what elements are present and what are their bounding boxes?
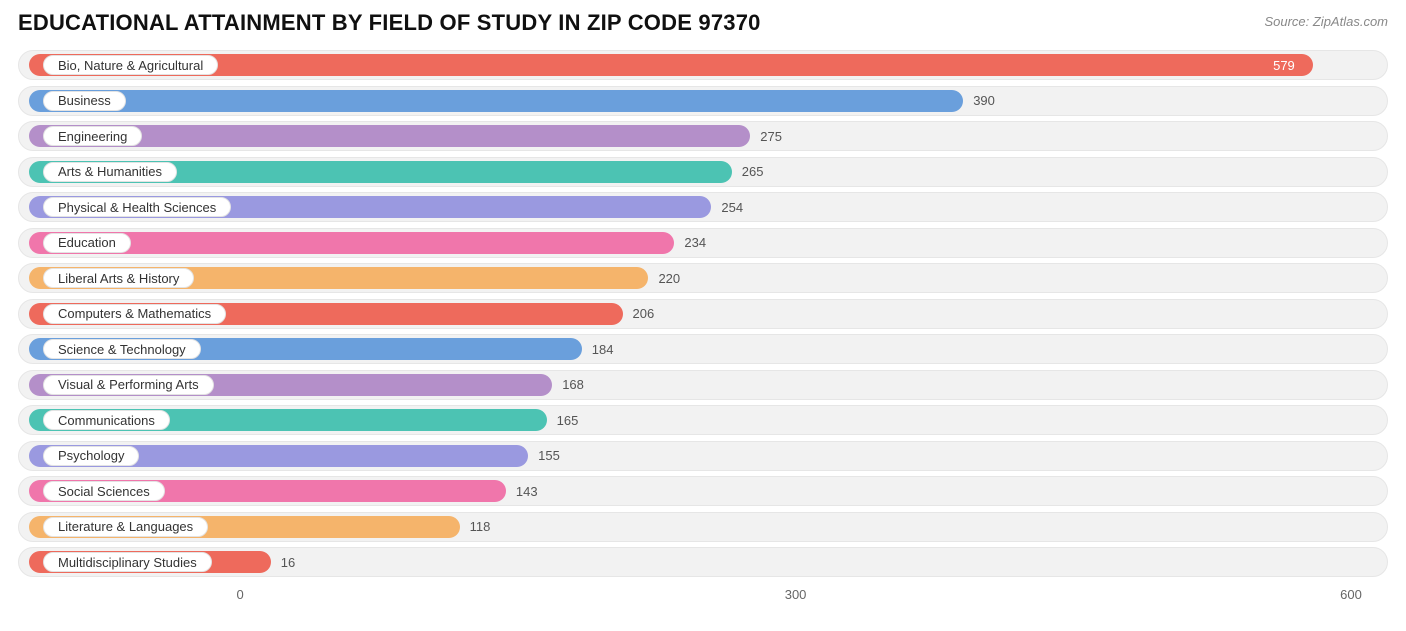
value-label: 234 xyxy=(684,229,706,257)
category-label: Engineering xyxy=(43,126,142,146)
bar-row: Computers & Mathematics 206 xyxy=(18,299,1388,329)
value-label: 165 xyxy=(557,406,579,434)
chart-title: EDUCATIONAL ATTAINMENT BY FIELD OF STUDY… xyxy=(18,10,761,36)
bar-row: Physical & Health Sciences 254 xyxy=(18,192,1388,222)
value-label: 579 xyxy=(1273,51,1295,79)
bar-fill xyxy=(29,90,963,112)
value-label: 390 xyxy=(973,87,995,115)
bar-row: Liberal Arts & History 220 xyxy=(18,263,1388,293)
category-label: Social Sciences xyxy=(43,481,165,501)
value-label: 206 xyxy=(633,300,655,328)
bar-row: Visual & Performing Arts 168 xyxy=(18,370,1388,400)
chart-source: Source: ZipAtlas.com xyxy=(1264,10,1388,29)
bar-row: Literature & Languages 118 xyxy=(18,512,1388,542)
value-label: 254 xyxy=(721,193,743,221)
category-label: Business xyxy=(43,91,126,111)
bar-row: Bio, Nature & Agricultural 579 xyxy=(18,50,1388,80)
x-axis: 0 300 600 xyxy=(18,583,1388,607)
value-label: 220 xyxy=(658,264,680,292)
x-axis-tick: 600 xyxy=(1340,587,1362,602)
bar-row: Science & Technology 184 xyxy=(18,334,1388,364)
category-label: Arts & Humanities xyxy=(43,162,177,182)
bar-row: Business 390 xyxy=(18,86,1388,116)
category-label: Bio, Nature & Agricultural xyxy=(43,55,218,75)
bar-fill xyxy=(29,54,1313,76)
category-label: Education xyxy=(43,233,131,253)
value-label: 118 xyxy=(470,513,491,541)
bar-row: Psychology 155 xyxy=(18,441,1388,471)
bar-row: Engineering 275 xyxy=(18,121,1388,151)
chart-area: Bio, Nature & Agricultural 579 Business 390… xyxy=(0,42,1406,577)
value-label: 275 xyxy=(760,122,782,150)
bar-row: Arts & Humanities 265 xyxy=(18,157,1388,187)
value-label: 168 xyxy=(562,371,584,399)
bar-row: Communications 165 xyxy=(18,405,1388,435)
category-label: Science & Technology xyxy=(43,339,201,359)
category-label: Literature & Languages xyxy=(43,517,208,537)
bar-row: Education 234 xyxy=(18,228,1388,258)
x-axis-tick: 300 xyxy=(785,587,807,602)
value-label: 143 xyxy=(516,477,538,505)
value-label: 265 xyxy=(742,158,764,186)
category-label: Computers & Mathematics xyxy=(43,304,226,324)
category-label: Liberal Arts & History xyxy=(43,268,194,288)
x-axis-tick: 0 xyxy=(237,587,244,602)
chart-header: EDUCATIONAL ATTAINMENT BY FIELD OF STUDY… xyxy=(0,0,1406,42)
bar-row: Multidisciplinary Studies 16 xyxy=(18,547,1388,577)
bar-row: Social Sciences 143 xyxy=(18,476,1388,506)
value-label: 184 xyxy=(592,335,614,363)
value-label: 16 xyxy=(281,548,295,576)
category-label: Psychology xyxy=(43,446,139,466)
value-label: 155 xyxy=(538,442,560,470)
category-label: Communications xyxy=(43,410,170,430)
category-label: Physical & Health Sciences xyxy=(43,197,231,217)
category-label: Multidisciplinary Studies xyxy=(43,552,212,572)
category-label: Visual & Performing Arts xyxy=(43,375,214,395)
